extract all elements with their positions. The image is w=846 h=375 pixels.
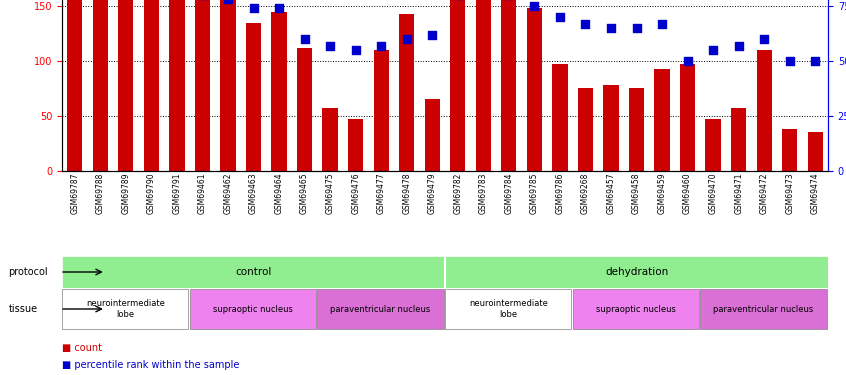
Bar (654, 69, 670, 171)
FancyBboxPatch shape (573, 289, 699, 329)
Point (706, 47, 720, 53)
Bar (246, 22, 261, 171)
Text: supraoptic nucleus: supraoptic nucleus (213, 304, 293, 313)
Text: paraventricular nucleus: paraventricular nucleus (331, 304, 431, 313)
Bar (220, 0, 236, 171)
Text: supraoptic nucleus: supraoptic nucleus (596, 304, 676, 313)
Text: protocol: protocol (8, 267, 48, 277)
Bar (169, 0, 184, 171)
Text: paraventricular nucleus: paraventricular nucleus (713, 304, 814, 313)
Point (323, 43, 337, 49)
Bar (322, 108, 338, 171)
Point (553, 14, 567, 20)
Bar (450, 0, 465, 171)
FancyBboxPatch shape (62, 289, 189, 329)
Point (604, 25, 618, 31)
Bar (373, 50, 389, 171)
Point (400, 36, 414, 42)
Text: control: control (235, 267, 272, 277)
Point (579, 21, 592, 27)
Point (298, 36, 311, 42)
Bar (348, 119, 363, 171)
Bar (680, 64, 695, 171)
Bar (782, 129, 798, 171)
Point (349, 47, 362, 53)
Bar (808, 132, 823, 171)
Point (528, 3, 541, 9)
Bar (425, 99, 440, 171)
Point (221, 0, 234, 2)
Bar (603, 85, 618, 171)
Point (656, 21, 669, 27)
Bar (195, 0, 210, 171)
Bar (297, 48, 312, 171)
Bar (93, 0, 108, 171)
Point (732, 43, 745, 49)
Bar (399, 14, 415, 171)
Bar (578, 88, 593, 171)
Text: ■ percentile rank within the sample: ■ percentile rank within the sample (62, 360, 239, 369)
Bar (272, 12, 287, 171)
Bar (756, 50, 772, 171)
Bar (501, 0, 517, 171)
Point (247, 5, 261, 11)
FancyBboxPatch shape (317, 289, 443, 329)
Point (783, 58, 796, 64)
Bar (706, 119, 721, 171)
Point (681, 58, 695, 64)
Point (272, 5, 286, 11)
Point (757, 36, 771, 42)
Bar (527, 8, 542, 171)
Bar (144, 0, 159, 171)
Bar (67, 0, 82, 171)
FancyBboxPatch shape (700, 289, 827, 329)
Bar (552, 64, 568, 171)
Text: tissue: tissue (8, 304, 37, 314)
FancyBboxPatch shape (62, 256, 445, 288)
Point (629, 25, 643, 31)
Text: neurointermediate
lobe: neurointermediate lobe (469, 299, 547, 319)
Point (426, 32, 439, 38)
Bar (629, 88, 644, 171)
FancyBboxPatch shape (190, 289, 316, 329)
FancyBboxPatch shape (445, 289, 571, 329)
Text: dehydration: dehydration (605, 267, 668, 277)
Point (809, 58, 822, 64)
Bar (731, 108, 746, 171)
Bar (475, 0, 491, 171)
Text: neurointermediate
lobe: neurointermediate lobe (85, 299, 165, 319)
FancyBboxPatch shape (445, 256, 828, 288)
Text: ■ count: ■ count (62, 343, 102, 352)
Bar (118, 0, 134, 171)
Point (375, 43, 388, 49)
